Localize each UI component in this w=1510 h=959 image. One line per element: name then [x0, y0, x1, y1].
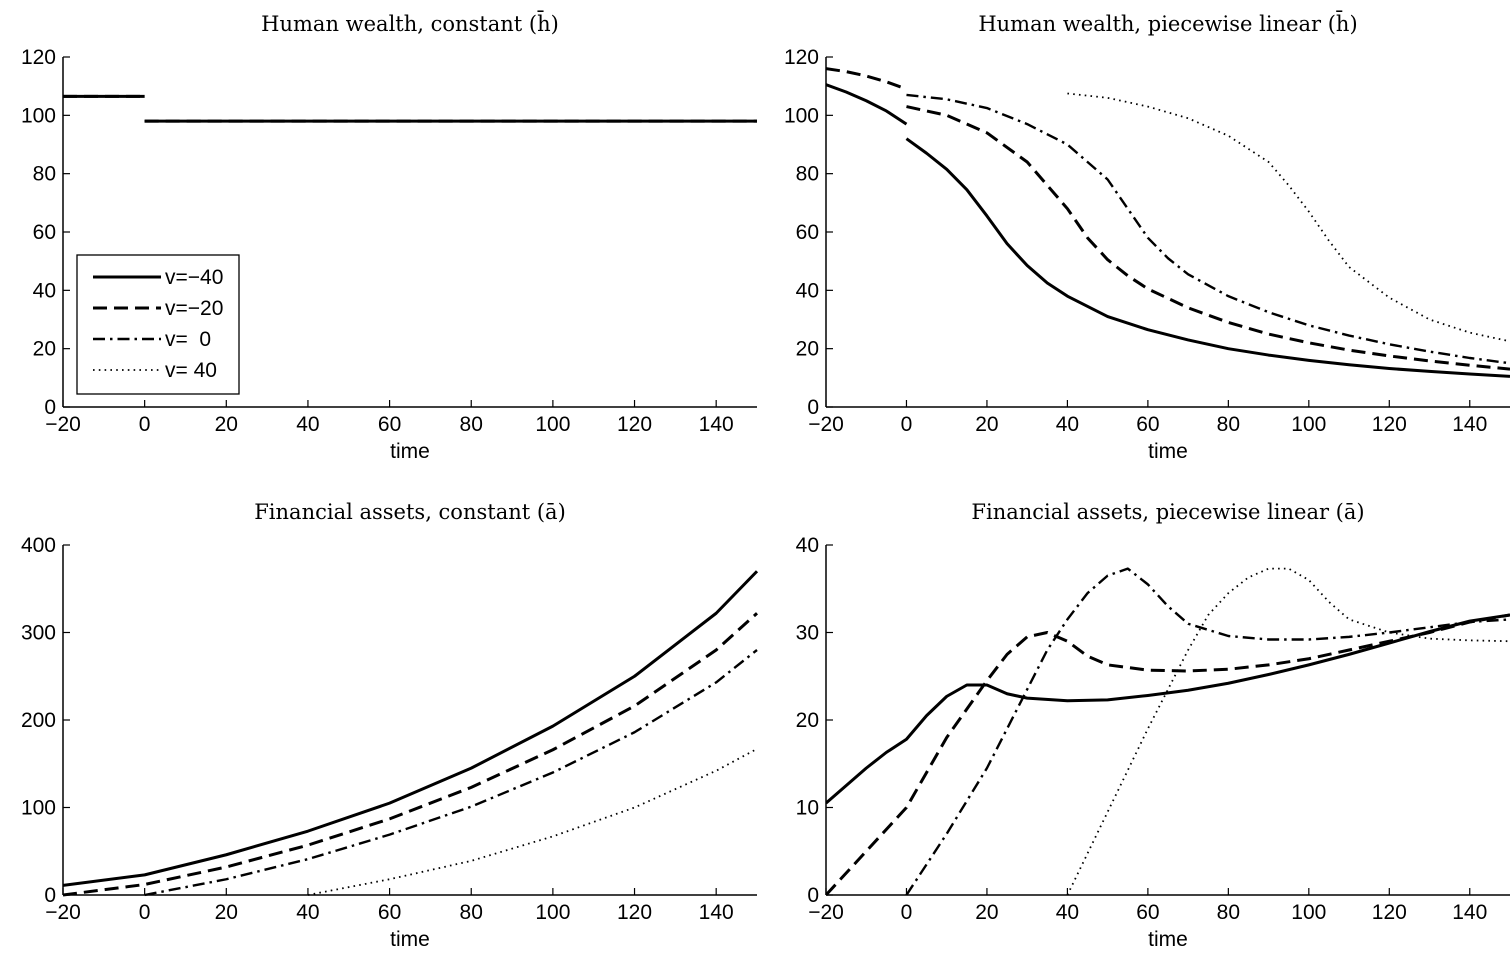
y-tick-label: 100: [784, 104, 819, 127]
series-group: [63, 94, 757, 123]
x-tick-label: 60: [1136, 901, 1159, 924]
chart-title: Human wealth, piecewise linear (h̄): [978, 10, 1357, 36]
x-tick-label: 120: [1372, 901, 1407, 924]
y-tick-label: 60: [33, 221, 56, 244]
x-tick-label: 80: [460, 901, 483, 924]
series-line-solid-1: [826, 83, 908, 126]
x-tick-label: 20: [975, 901, 998, 924]
y-tick-label: 30: [796, 622, 819, 645]
x-tick-label: 0: [901, 901, 913, 924]
x-tick-label: 0: [139, 413, 151, 436]
x-tick-label: 80: [460, 413, 483, 436]
x-tick-label: 60: [378, 901, 401, 924]
legend-entry: v=−40: [165, 266, 223, 289]
legend-entry: v= 40: [165, 359, 217, 382]
x-tick-label: 140: [1452, 413, 1487, 436]
x-axis-label: time: [1148, 440, 1188, 463]
x-axis-label: time: [1148, 928, 1188, 951]
series-group: [826, 567, 1510, 897]
x-tick-label: 40: [1056, 901, 1079, 924]
x-tick-label: 140: [1452, 901, 1487, 924]
x-tick-label: 120: [1372, 413, 1407, 436]
series-line-dashed-2: [906, 105, 1510, 371]
series-line-solid-1: [63, 570, 759, 887]
chart-panel-4: Financial assets, piecewise linear (ā) −2…: [796, 500, 1510, 951]
chart-title: Financial assets, constant (ā): [254, 500, 566, 524]
x-tick-label: 100: [535, 413, 570, 436]
y-tick-label: 120: [784, 46, 819, 69]
y-tick-label: 40: [796, 279, 819, 302]
x-tick-label: 120: [617, 413, 652, 436]
series-line-dashed-1: [826, 67, 907, 91]
x-tick-label: 40: [1056, 413, 1079, 436]
x-tick-label: 20: [215, 901, 238, 924]
y-tick-label: 0: [807, 884, 819, 907]
y-tick-label: 80: [796, 163, 819, 186]
x-tick-label: 40: [296, 901, 319, 924]
series-line-dashdot-1: [144, 649, 758, 897]
x-tick-label: 0: [901, 413, 913, 436]
series-group: [826, 67, 1510, 378]
x-tick-label: −20: [45, 413, 81, 436]
y-tick-label: 120: [21, 46, 56, 69]
x-tick-label: 20: [215, 413, 238, 436]
x-tick-label: 80: [1217, 413, 1240, 436]
legend-entry: v= 0: [165, 328, 211, 351]
y-tick-label: 200: [21, 709, 56, 732]
x-tick-label: 140: [699, 901, 734, 924]
y-tick-label: 0: [807, 396, 819, 419]
y-tick-label: 0: [44, 396, 56, 419]
x-tick-label: 100: [535, 901, 570, 924]
x-tick-label: −20: [808, 413, 844, 436]
x-tick-label: 80: [1217, 901, 1240, 924]
series-line-dotted-1: [1066, 567, 1510, 896]
chart-panel-1: Human wealth, constant (h̄)−20 0 20 40 60 80 1…: [21, 10, 757, 463]
chart-title: Human wealth, constant (h̄): [261, 10, 559, 36]
x-axis-label: time: [390, 440, 430, 463]
x-tick-label: 140: [699, 413, 734, 436]
series-line-dotted-1: [1067, 92, 1510, 343]
y-tick-label: 300: [21, 622, 56, 645]
x-tick-label: 60: [378, 413, 401, 436]
y-tick-label: 0: [44, 884, 56, 907]
y-tick-label: 60: [796, 221, 819, 244]
x-axis-label: time: [390, 928, 430, 951]
x-tick-label: 100: [1291, 413, 1326, 436]
chart-title: Financial assets, piecewise linear (ā): [971, 500, 1364, 524]
series-line-solid-1: [826, 613, 1510, 805]
x-tick-label: 20: [975, 413, 998, 436]
y-tick-label: 400: [21, 534, 56, 557]
y-tick-label: 100: [21, 797, 56, 820]
series-line-dashed-1: [63, 612, 759, 897]
legend: v=−40 v=−20 v= 0 v= 40: [76, 254, 240, 395]
x-tick-label: 40: [296, 413, 319, 436]
x-tick-label: −20: [808, 901, 844, 924]
y-tick-label: 10: [796, 797, 819, 820]
y-tick-label: 20: [796, 709, 819, 732]
x-tick-label: 120: [617, 901, 652, 924]
series-line-dashdot-1: [905, 567, 1510, 896]
chart-panel-3: Financial assets, constant (ā)−20 0 20 40 60…: [21, 500, 759, 951]
x-tick-label: −20: [45, 901, 81, 924]
series-line-solid-2: [905, 137, 1510, 378]
y-tick-label: 40: [33, 279, 56, 302]
legend-entry: v=−20: [165, 297, 223, 320]
y-tick-label: 20: [796, 338, 819, 361]
y-tick-label: 80: [33, 163, 56, 186]
x-tick-label: 100: [1291, 901, 1326, 924]
y-tick-label: 100: [21, 104, 56, 127]
series-line-dashdot-1: [906, 93, 1510, 365]
x-tick-label: 60: [1136, 413, 1159, 436]
series-line-dashed-1: [826, 613, 1510, 897]
y-tick-label: 20: [33, 338, 56, 361]
x-tick-label: 0: [139, 901, 151, 924]
y-tick-label: 40: [796, 534, 819, 557]
chart-panel-2: Human wealth, piecewise linear (h̄)−20 0 2…: [784, 10, 1510, 463]
series-group: [63, 570, 759, 897]
